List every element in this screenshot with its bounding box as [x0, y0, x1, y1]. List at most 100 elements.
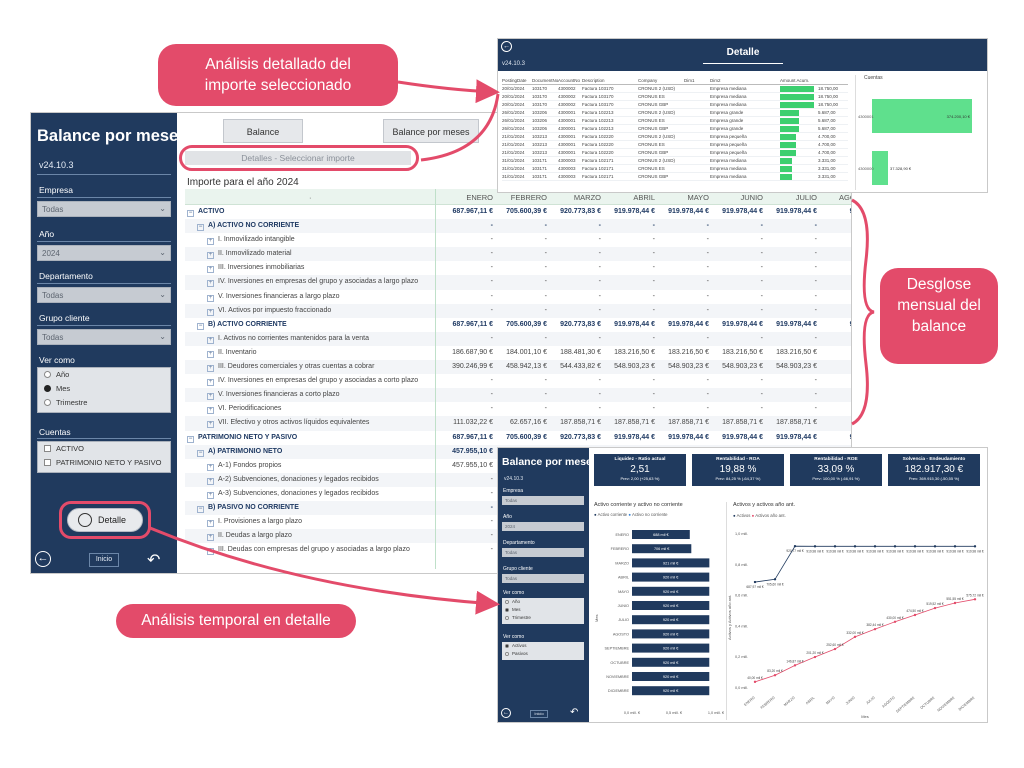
month-header-3[interactable]: ABRIL	[633, 193, 655, 202]
table-row[interactable]: − ACTIVO 687.967,11 € 705.600,39 € 920.773,8…	[185, 205, 851, 219]
table-row[interactable]: + I. Activos no corrientes mantenidos par…	[185, 331, 851, 346]
expand-icon[interactable]: +	[207, 477, 214, 485]
table-row[interactable]: + VI. Periodificaciones - - - - - - -	[185, 402, 851, 416]
tab-balance[interactable]: Balance	[223, 119, 303, 143]
cuenta-option-1[interactable]: PATRIMONIO NETO Y PASIVO	[38, 456, 170, 470]
radio-option-1[interactable]: Mes	[38, 382, 170, 396]
table-row[interactable]: + III. Deudores comerciales y otras cuent…	[185, 360, 851, 375]
table-row[interactable]: + IV. Inversiones en empresas del grupo y…	[185, 275, 851, 290]
expand-icon[interactable]: +	[207, 280, 214, 288]
detail-row[interactable]: 31/01/2024 103171 4300003 Factura 102171 CRO…	[502, 165, 848, 173]
back-arrow-icon[interactable]: ←	[35, 551, 51, 567]
filter-select-1[interactable]: 2024	[502, 522, 584, 531]
cuenta-option-0[interactable]: ACTIVO	[38, 442, 170, 456]
inicio-button[interactable]: Inicio	[530, 710, 548, 718]
expand-icon[interactable]: +	[207, 294, 214, 302]
undo-icon[interactable]: ↶	[147, 552, 161, 569]
radio-option-1[interactable]: Pasivos	[502, 650, 584, 658]
month-header-6[interactable]: JULIO	[795, 193, 817, 202]
expand-icon[interactable]: +	[207, 238, 214, 246]
expand-icon[interactable]: +	[207, 336, 214, 344]
detail-row[interactable]: 26/01/2024 103206 4300001 Factura 102213 CRO…	[502, 125, 848, 133]
detail-column-5[interactable]: Dim1	[684, 78, 695, 83]
table-row[interactable]: + II. Inventario 186.687,90 € 184.001,10 € 1…	[185, 346, 851, 360]
tab-balance-por-meses[interactable]: Balance por meses	[383, 119, 479, 143]
expand-icon[interactable]: +	[207, 407, 214, 415]
detail-row[interactable]: 26/01/2024 103206 4300001 Factura 102213 CRO…	[502, 109, 848, 117]
expand-icon[interactable]: +	[207, 350, 214, 358]
filter-select-2[interactable]: Todas	[502, 548, 584, 557]
detail-row[interactable]: 20/01/2024 103170 4300002 Factura 103170 CRO…	[502, 85, 848, 93]
table-row[interactable]: + II. Inmovilizado material - - - - - - -	[185, 247, 851, 262]
detail-row[interactable]: 21/01/2024 103213 4300001 Factura 102220 CRO…	[502, 141, 848, 149]
detalle-button[interactable]: Detalle	[67, 508, 143, 532]
radio-option-0[interactable]: Año	[502, 598, 584, 606]
collapse-icon[interactable]: −	[197, 449, 204, 457]
inicio-button[interactable]: Inicio	[89, 553, 119, 567]
radio-option-0[interactable]: Año	[38, 368, 170, 382]
detail-row[interactable]: 26/01/2024 103206 4300001 Factura 102213 CRO…	[502, 117, 848, 125]
expand-icon[interactable]: +	[207, 365, 214, 373]
detail-column-4[interactable]: Company	[638, 78, 658, 83]
detail-column-7[interactable]: Amount Acum.	[780, 78, 810, 83]
detail-row[interactable]: 31/01/2024 103171 4300003 Factura 102171 CRO…	[502, 157, 848, 165]
detail-row[interactable]: 31/01/2024 103171 4300003 Factura 102171 CRO…	[502, 173, 848, 181]
month-header-5[interactable]: JUNIO	[740, 193, 764, 202]
detail-column-2[interactable]: AccountNo	[558, 78, 581, 83]
expand-icon[interactable]: +	[207, 534, 214, 542]
expand-icon[interactable]: +	[207, 393, 214, 401]
table-row[interactable]: + I. Provisiones a largo plazo -	[185, 515, 851, 529]
filter-select-0[interactable]: Todas	[502, 496, 584, 505]
expand-icon[interactable]: +	[207, 308, 214, 316]
table-row[interactable]: + VII. Efectivo y otros activos líquidos …	[185, 416, 851, 431]
month-header-2[interactable]: MARZO	[573, 193, 601, 202]
detail-column-0[interactable]: PostingDate	[502, 78, 527, 83]
table-row[interactable]: + VI. Activos por impuesto fraccionado - - -…	[185, 303, 851, 318]
month-header-1[interactable]: FEBRERO	[510, 193, 547, 202]
expand-icon[interactable]: +	[207, 266, 214, 274]
month-header-4[interactable]: MAYO	[687, 193, 709, 202]
expand-icon[interactable]: +	[207, 491, 214, 499]
collapse-icon[interactable]: −	[187, 210, 194, 217]
filter-select-1[interactable]: 2024 ⌄	[37, 245, 171, 261]
filter-select-3[interactable]: Todas	[502, 574, 584, 583]
detail-column-6[interactable]: Dim2	[710, 78, 721, 83]
detail-column-3[interactable]: Description	[582, 78, 605, 83]
table-row[interactable]: − A) ACTIVO NO CORRIENTE - - - - - - -	[185, 219, 851, 234]
expand-icon[interactable]: +	[207, 252, 214, 260]
table-row[interactable]: + III. Inversiones inmobiliarias - - - - - - -	[185, 261, 851, 275]
table-row[interactable]: + A-1) Fondos propios 457.955,10 €	[185, 459, 851, 473]
collapse-icon[interactable]: −	[187, 435, 194, 443]
table-row[interactable]: + A-3) Subvenciones, donaciones y legados…	[185, 487, 851, 501]
radio-option-2[interactable]: Trimestre	[502, 614, 584, 622]
radio-option-1[interactable]: Mes	[502, 606, 584, 614]
expand-icon[interactable]: +	[207, 379, 214, 387]
detail-row[interactable]: 21/01/2024 103213 4300001 Factura 102220 CRO…	[502, 149, 848, 157]
collapse-icon[interactable]: −	[197, 505, 204, 513]
detail-column-1[interactable]: DocumentNo	[532, 78, 559, 83]
undo-icon[interactable]: ↶	[570, 707, 579, 718]
expand-icon[interactable]: +	[207, 520, 214, 528]
table-row[interactable]: − B) ACTIVO CORRIENTE 687.967,11 € 705.600,…	[185, 318, 851, 332]
expand-icon[interactable]: +	[207, 463, 214, 471]
back-arrow-icon[interactable]: ←	[501, 708, 511, 718]
radio-option-2[interactable]: Trimestre	[38, 396, 170, 410]
month-header-7[interactable]: AGOSTO	[839, 193, 851, 202]
expand-icon[interactable]: +	[207, 421, 214, 429]
detail-row[interactable]: 21/01/2024 103213 4300001 Factura 102220 CRO…	[502, 133, 848, 141]
radio-option-0[interactable]: Activos	[502, 642, 584, 650]
seleccionar-importe-button[interactable]: Detalles - Seleccionar importe	[185, 151, 411, 165]
filter-select-2[interactable]: Todas ⌄	[37, 287, 171, 303]
collapse-icon[interactable]: −	[197, 224, 204, 232]
filter-select-0[interactable]: Todas ⌄	[37, 201, 171, 217]
back-arrow-icon[interactable]: ←	[501, 41, 512, 52]
table-row[interactable]: + V. Inversiones financieras a largo plaz…	[185, 290, 851, 304]
filter-select-3[interactable]: Todas ⌄	[37, 329, 171, 345]
detail-row[interactable]: 20/01/2024 103170 4300002 Factura 103170 CRO…	[502, 101, 848, 109]
table-row[interactable]: + I. Inmovilizado intangible - - - - - - -	[185, 233, 851, 247]
table-row[interactable]: − PATRIMONIO NETO Y PASIVO 687.967,11 € 705…	[185, 431, 851, 445]
month-header-0[interactable]: ENERO	[466, 193, 493, 202]
detail-row[interactable]: 20/01/2024 103170 4300002 Factura 103170 CRO…	[502, 93, 848, 101]
table-row[interactable]: + V. Inversiones financieras a corto plaz…	[185, 388, 851, 403]
collapse-icon[interactable]: −	[197, 322, 204, 330]
